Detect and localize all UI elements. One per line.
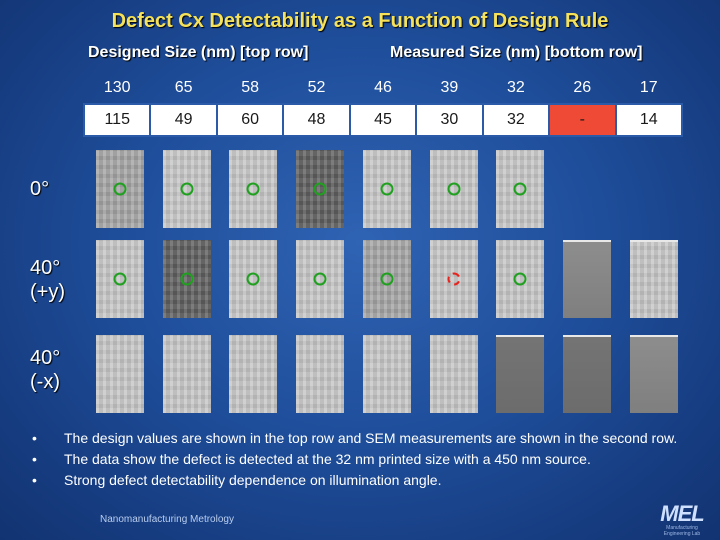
sem-image: [96, 335, 144, 413]
sem-image: [363, 335, 411, 413]
footer-text: Nanomanufacturing Metrology: [100, 514, 234, 525]
size-table: 130 65 58 52 46 39 32 26 17 115 49 60 48…: [82, 72, 683, 137]
logo-mark: MEL: [660, 501, 704, 526]
angle-label-line: 0°: [30, 178, 50, 200]
bullet-list: • The design values are shown in the top …: [30, 430, 695, 493]
angle-label-line: 40°: [30, 347, 61, 369]
sem-image: [363, 240, 411, 318]
measured-size-cell: 48: [282, 103, 351, 137]
angle-label-line: (-x): [30, 371, 60, 393]
measured-size-row: 115 49 60 48 45 30 32 - 14: [82, 103, 683, 137]
designed-size-row: 130 65 58 52 46 39 32 26 17: [84, 72, 682, 104]
sem-image: [496, 240, 544, 318]
sem-image: [630, 335, 678, 413]
sem-image: [229, 150, 277, 228]
sem-image: [430, 150, 478, 228]
bullet-dot: •: [32, 472, 37, 488]
detected-defect-marker: [246, 182, 260, 196]
detected-defect-marker: [113, 272, 127, 286]
bullet-text: Strong defect detectability dependence o…: [64, 472, 442, 488]
sem-image: [296, 335, 344, 413]
designed-size-header: Designed Size (nm) [top row]: [88, 44, 309, 61]
sem-image: [229, 335, 277, 413]
sem-image: [296, 150, 344, 228]
bullet-text: The data show the defect is detected at …: [64, 451, 591, 467]
sem-image: [630, 240, 678, 318]
detected-defect-marker: [113, 182, 127, 196]
sem-image: [563, 240, 611, 318]
designed-size-cell: 52: [307, 78, 326, 96]
detected-defect-marker: [246, 272, 260, 286]
detected-defect-marker: [380, 182, 394, 196]
detected-defect-marker: [313, 272, 327, 286]
bullet-text: The design values are shown in the top r…: [64, 430, 678, 446]
designed-size-cell: 26: [573, 78, 592, 96]
designed-size-cell: 39: [440, 78, 459, 96]
bullet-item: • Strong defect detectability dependence …: [30, 472, 695, 489]
logo-subtext: Manufacturing Engineering Lab: [663, 525, 701, 537]
mel-logo: MEL Manufacturing Engineering Lab: [656, 501, 708, 538]
detected-defect-marker: [313, 182, 327, 196]
measured-size-cell: 30: [415, 103, 484, 137]
bullet-item: • The data show the defect is detected at…: [30, 451, 695, 468]
sem-image: [229, 240, 277, 318]
measured-size-cell: 115: [82, 103, 152, 137]
measured-size-cell: 32: [481, 103, 551, 137]
measured-size-cell: 49: [149, 103, 218, 137]
sem-image: [163, 150, 211, 228]
bullet-dot: •: [32, 430, 37, 446]
measured-size-cell: 14: [614, 103, 683, 137]
sem-image: [163, 240, 211, 318]
measured-size-cell: 45: [348, 103, 418, 137]
designed-size-cell: 130: [103, 78, 131, 96]
missed-defect-marker: [447, 272, 461, 286]
designed-size-cell: 65: [174, 78, 193, 96]
sem-image: [430, 335, 478, 413]
bullet-dot: •: [32, 451, 37, 467]
detected-defect-marker: [447, 182, 461, 196]
detected-defect-marker: [380, 272, 394, 286]
sem-image: [430, 240, 478, 318]
angle-label-line: 40°: [30, 257, 61, 279]
bullet-item: • The design values are shown in the top …: [30, 430, 695, 447]
designed-size-cell: 58: [241, 78, 259, 96]
designed-size-cell: 32: [506, 78, 525, 96]
sem-image: [96, 240, 144, 318]
detected-defect-marker: [180, 182, 194, 196]
sem-image: [96, 150, 144, 228]
detected-defect-marker: [513, 182, 527, 196]
sem-image: [296, 240, 344, 318]
sem-image: [496, 335, 544, 413]
sem-image: [363, 150, 411, 228]
sem-image: [163, 335, 211, 413]
angle-label-line: (+y): [30, 281, 65, 303]
measured-size-cell: 60: [215, 103, 285, 137]
angle-label-40deg-plus-y: 40° (+y): [30, 256, 90, 304]
designed-size-cell: 17: [639, 78, 658, 96]
sem-image: [563, 335, 611, 413]
measured-size-cell-missing: -: [548, 103, 617, 137]
slide-title: Defect Cx Detectability as a Function of…: [111, 10, 609, 32]
measured-size-header: Measured Size (nm) [bottom row]: [390, 44, 643, 61]
angle-label-40deg-minus-x: 40° (-x): [30, 346, 90, 394]
detected-defect-marker: [180, 272, 194, 286]
designed-size-cell: 46: [374, 78, 392, 96]
angle-label-0deg: 0°: [30, 177, 90, 201]
sem-image: [496, 150, 544, 228]
detected-defect-marker: [513, 272, 527, 286]
